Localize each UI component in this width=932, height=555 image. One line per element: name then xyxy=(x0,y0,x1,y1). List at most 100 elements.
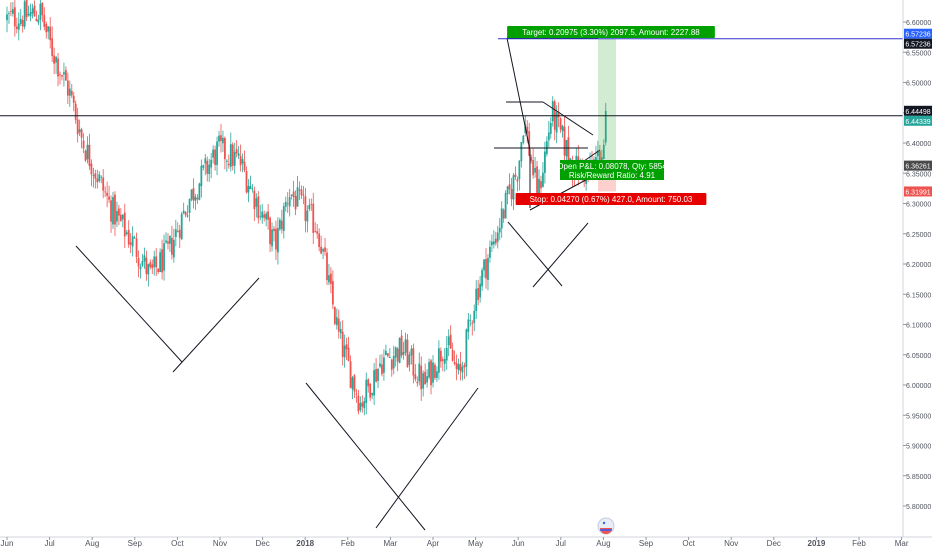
candle[interactable] xyxy=(390,358,393,377)
candle[interactable] xyxy=(490,234,493,252)
candle[interactable] xyxy=(530,154,533,164)
candle[interactable] xyxy=(241,153,244,173)
candle[interactable] xyxy=(180,211,183,241)
candle[interactable] xyxy=(10,2,12,17)
candle[interactable] xyxy=(384,344,387,356)
candle[interactable] xyxy=(418,352,421,386)
candle[interactable] xyxy=(153,250,156,276)
candle[interactable] xyxy=(64,66,67,81)
candle[interactable] xyxy=(504,190,507,219)
candle[interactable] xyxy=(461,361,464,381)
candle[interactable] xyxy=(161,239,163,280)
candle[interactable] xyxy=(416,376,419,387)
candle[interactable] xyxy=(543,141,546,184)
candle[interactable] xyxy=(68,80,71,107)
candle[interactable] xyxy=(520,141,523,168)
drawing-line[interactable] xyxy=(507,221,563,287)
candle[interactable] xyxy=(92,167,95,188)
candle[interactable] xyxy=(481,267,483,291)
candle[interactable] xyxy=(243,150,246,173)
candle[interactable] xyxy=(186,205,189,218)
candle[interactable] xyxy=(29,3,32,22)
candle[interactable] xyxy=(33,0,36,17)
candle[interactable] xyxy=(284,196,287,212)
candle[interactable] xyxy=(324,238,326,256)
candle[interactable] xyxy=(63,62,65,87)
candle[interactable] xyxy=(239,144,242,172)
candle[interactable] xyxy=(61,74,63,81)
candle[interactable] xyxy=(437,340,440,380)
candle[interactable] xyxy=(74,100,77,124)
candle[interactable] xyxy=(249,175,252,190)
candle[interactable] xyxy=(457,358,460,375)
candle[interactable] xyxy=(341,320,344,366)
candle[interactable] xyxy=(192,178,195,209)
candle[interactable] xyxy=(518,160,521,191)
candle[interactable] xyxy=(498,218,501,240)
candle[interactable] xyxy=(333,306,336,326)
candle[interactable] xyxy=(475,280,478,320)
candle[interactable] xyxy=(322,247,324,260)
target-zone[interactable] xyxy=(598,38,616,166)
candle[interactable] xyxy=(108,185,110,203)
candle[interactable] xyxy=(245,166,248,194)
candle[interactable] xyxy=(420,356,423,401)
candle[interactable] xyxy=(257,191,260,224)
candle[interactable] xyxy=(235,139,238,158)
candle[interactable] xyxy=(125,229,128,236)
candle[interactable] xyxy=(151,259,154,274)
candle[interactable] xyxy=(290,194,293,200)
candle[interactable] xyxy=(269,216,271,253)
candle[interactable] xyxy=(296,175,299,207)
candle[interactable] xyxy=(300,185,303,199)
drawing-line[interactable] xyxy=(375,387,479,529)
drawing-line[interactable] xyxy=(532,222,589,288)
candle[interactable] xyxy=(386,353,389,358)
candle[interactable] xyxy=(72,91,75,112)
candle[interactable] xyxy=(15,17,18,34)
candle[interactable] xyxy=(13,0,16,37)
candle[interactable] xyxy=(528,122,531,157)
candle[interactable] xyxy=(212,145,215,164)
candle[interactable] xyxy=(318,228,321,252)
candle[interactable] xyxy=(265,211,268,227)
candle[interactable] xyxy=(171,225,173,260)
candle[interactable] xyxy=(451,342,454,362)
candle[interactable] xyxy=(485,248,487,289)
candle[interactable] xyxy=(278,217,281,232)
candle[interactable] xyxy=(178,224,181,249)
candle[interactable] xyxy=(231,142,234,171)
candle[interactable] xyxy=(347,336,350,362)
candle[interactable] xyxy=(306,205,309,233)
candle[interactable] xyxy=(39,0,42,31)
candle[interactable] xyxy=(131,226,134,257)
candle[interactable] xyxy=(176,222,179,233)
candle[interactable] xyxy=(133,235,136,239)
candle[interactable] xyxy=(522,134,525,145)
candle[interactable] xyxy=(500,201,503,238)
candle[interactable] xyxy=(190,189,193,202)
candle[interactable] xyxy=(314,222,317,233)
candle[interactable] xyxy=(434,362,436,381)
candle[interactable] xyxy=(43,7,46,31)
candle[interactable] xyxy=(275,220,277,260)
horizontal-lines[interactable] xyxy=(0,38,903,117)
candle[interactable] xyxy=(172,228,175,263)
candle[interactable] xyxy=(19,9,22,27)
candle[interactable] xyxy=(222,130,224,152)
candle[interactable] xyxy=(328,263,330,286)
candle[interactable] xyxy=(27,5,30,17)
candle[interactable] xyxy=(483,259,485,278)
candle[interactable] xyxy=(17,12,20,41)
candle[interactable] xyxy=(271,222,273,252)
candle[interactable] xyxy=(477,279,480,306)
drawing-line[interactable] xyxy=(542,101,594,136)
candle[interactable] xyxy=(51,26,54,63)
candle[interactable] xyxy=(247,179,250,203)
candle[interactable] xyxy=(41,2,44,22)
candle[interactable] xyxy=(98,171,101,183)
candle[interactable] xyxy=(402,341,405,360)
candle[interactable] xyxy=(441,356,444,372)
candle[interactable] xyxy=(182,202,185,215)
